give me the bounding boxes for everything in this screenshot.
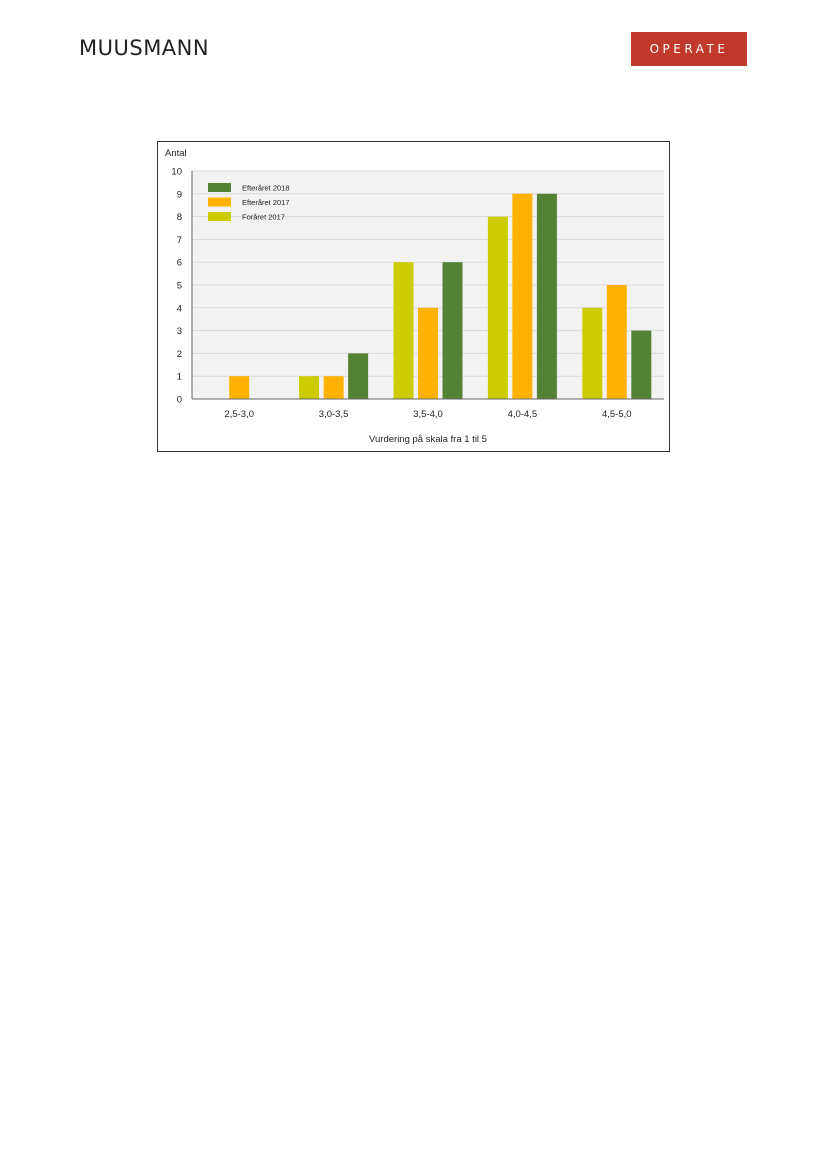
bar (393, 262, 414, 399)
legend-swatch (208, 197, 231, 207)
bar (299, 376, 320, 399)
bar (323, 376, 344, 399)
x-tick-label: 4,0-4,5 (508, 409, 538, 420)
y-tick-labels: 0 1 2 3 4 5 6 7 8 9 10 (171, 167, 182, 406)
x-axis-label: Vurdering på skala fra 1 til 5 (369, 434, 487, 445)
y-tick-label: 5 (177, 281, 182, 292)
y-tick-label: 8 (177, 212, 182, 223)
bar (487, 216, 508, 399)
y-tick-label: 10 (171, 167, 182, 178)
legend-swatch (208, 212, 231, 221)
y-tick-label: 6 (177, 258, 182, 269)
bar (512, 193, 533, 399)
bar (582, 307, 603, 399)
chart-container: 0 1 2 3 4 5 6 7 8 9 10 2,5-3,0 3,0-3,5 3,5-4,0 4,0-4,… (157, 141, 670, 452)
y-tick-label: 9 (177, 189, 182, 200)
legend-swatch (208, 183, 231, 192)
bar (631, 330, 652, 399)
bar (418, 307, 438, 399)
bar (536, 193, 557, 399)
x-tick-label: 2,5-3,0 (224, 409, 254, 420)
muusmann-logo: MUUSMANN (79, 36, 210, 60)
y-tick-label: 7 (177, 235, 182, 246)
x-tick-labels: 2,5-3,0 3,0-3,5 3,5-4,0 4,0-4,5 4,5-5,0 (224, 409, 631, 420)
operate-logo: OPERATE (631, 32, 747, 66)
y-tick-label: 3 (177, 326, 182, 337)
y-tick-label: 4 (177, 303, 182, 314)
x-tick-label: 4,5-5,0 (602, 409, 632, 420)
legend-label: Foråret 2017 (242, 213, 285, 222)
bars (229, 193, 652, 399)
y-tick-label: 1 (177, 372, 182, 383)
y-axis-label: Antal (165, 148, 187, 159)
y-tick-label: 2 (177, 349, 182, 360)
legend: Efteråret 2018 Efteråret 2017 Foråret 2017 (208, 183, 290, 222)
x-tick-label: 3,5-4,0 (413, 409, 443, 420)
legend-label: Efteråret 2017 (242, 198, 290, 207)
bar-chart: 0 1 2 3 4 5 6 7 8 9 10 2,5-3,0 3,0-3,5 3,5-4,0 4,0-4,… (165, 148, 664, 445)
x-tick-label: 3,0-3,5 (319, 409, 349, 420)
bar (606, 285, 627, 399)
bar (348, 353, 369, 399)
bar (229, 376, 250, 399)
bar (442, 262, 463, 399)
legend-label: Efteråret 2018 (242, 184, 290, 193)
y-tick-label: 0 (177, 395, 182, 406)
